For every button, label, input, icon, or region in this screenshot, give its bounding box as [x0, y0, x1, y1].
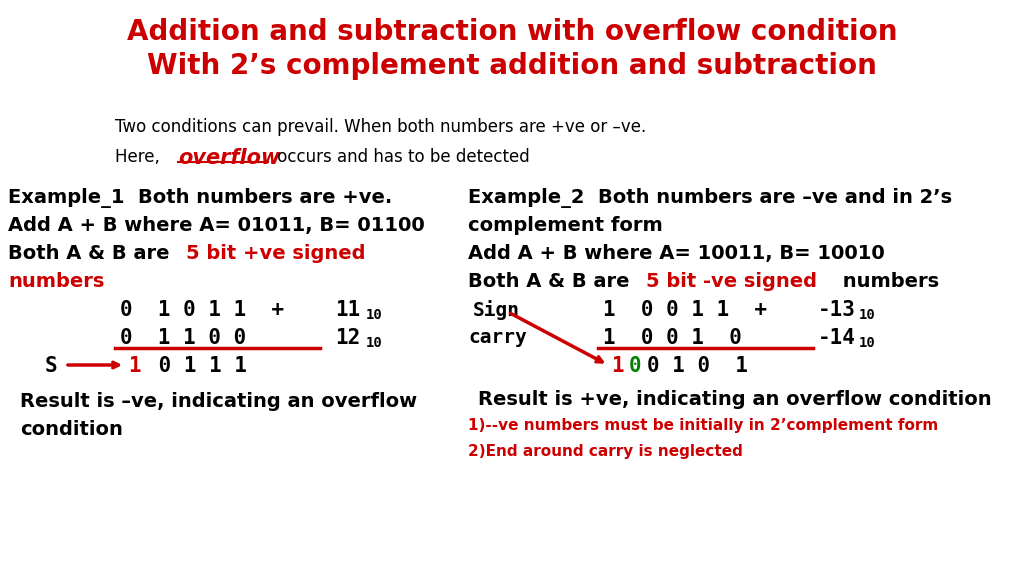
Text: occurs and has to be detected: occurs and has to be detected — [272, 148, 529, 166]
Text: 1: 1 — [128, 356, 140, 376]
Text: 2)End around carry is neglected: 2)End around carry is neglected — [468, 444, 742, 459]
Text: 12: 12 — [335, 328, 360, 348]
Text: 0 1 1 1: 0 1 1 1 — [146, 356, 247, 376]
Text: Add A + B where A= 10011, B= 10010: Add A + B where A= 10011, B= 10010 — [468, 244, 885, 263]
Text: Sign: Sign — [473, 300, 520, 320]
Text: numbers: numbers — [836, 272, 939, 291]
Text: -14: -14 — [818, 328, 856, 348]
Text: numbers: numbers — [8, 272, 104, 291]
Text: 1  0 0 1  0: 1 0 0 1 0 — [603, 328, 741, 348]
Text: 5 bit -ve signed: 5 bit -ve signed — [646, 272, 817, 291]
Text: 0  1 1 0 0: 0 1 1 0 0 — [120, 328, 246, 348]
Text: Here,: Here, — [115, 148, 170, 166]
Text: 5 bit +ve signed: 5 bit +ve signed — [186, 244, 366, 263]
Text: 0 1 0  1: 0 1 0 1 — [647, 356, 748, 376]
Text: Both A & B are: Both A & B are — [468, 272, 636, 291]
Text: Addition and subtraction with overflow condition: Addition and subtraction with overflow c… — [127, 18, 897, 46]
Text: 1)--ve numbers must be initially in 2’complement form: 1)--ve numbers must be initially in 2’co… — [468, 418, 938, 433]
Text: condition: condition — [20, 420, 123, 439]
Text: carry: carry — [468, 328, 526, 347]
Text: Example_1  Both numbers are +ve.: Example_1 Both numbers are +ve. — [8, 188, 392, 208]
Text: Two conditions can prevail. When both numbers are +ve or –ve.: Two conditions can prevail. When both nu… — [115, 118, 646, 136]
Text: 0: 0 — [629, 356, 642, 376]
Text: 11: 11 — [335, 300, 360, 320]
Text: S: S — [45, 356, 57, 376]
Text: -13: -13 — [818, 300, 856, 320]
Text: 1: 1 — [611, 356, 624, 376]
Text: 10: 10 — [366, 308, 383, 322]
Text: With 2’s complement addition and subtraction: With 2’s complement addition and subtrac… — [147, 52, 877, 80]
Text: complement form: complement form — [468, 216, 663, 235]
Text: 0  1 0 1 1  +: 0 1 0 1 1 + — [120, 300, 284, 320]
Text: Result is +ve, indicating an overflow condition: Result is +ve, indicating an overflow co… — [478, 390, 991, 409]
Text: Result is –ve, indicating an overflow: Result is –ve, indicating an overflow — [20, 392, 417, 411]
Text: Example_2  Both numbers are –ve and in 2’s: Example_2 Both numbers are –ve and in 2’… — [468, 188, 952, 208]
Text: 10: 10 — [366, 336, 383, 350]
Text: 10: 10 — [859, 308, 876, 322]
Text: 1  0 0 1 1  +: 1 0 0 1 1 + — [603, 300, 767, 320]
Text: overflow: overflow — [178, 148, 281, 168]
Text: 10: 10 — [859, 336, 876, 350]
Text: Add A + B where A= 01011, B= 01100: Add A + B where A= 01011, B= 01100 — [8, 216, 425, 235]
Text: Both A & B are: Both A & B are — [8, 244, 176, 263]
